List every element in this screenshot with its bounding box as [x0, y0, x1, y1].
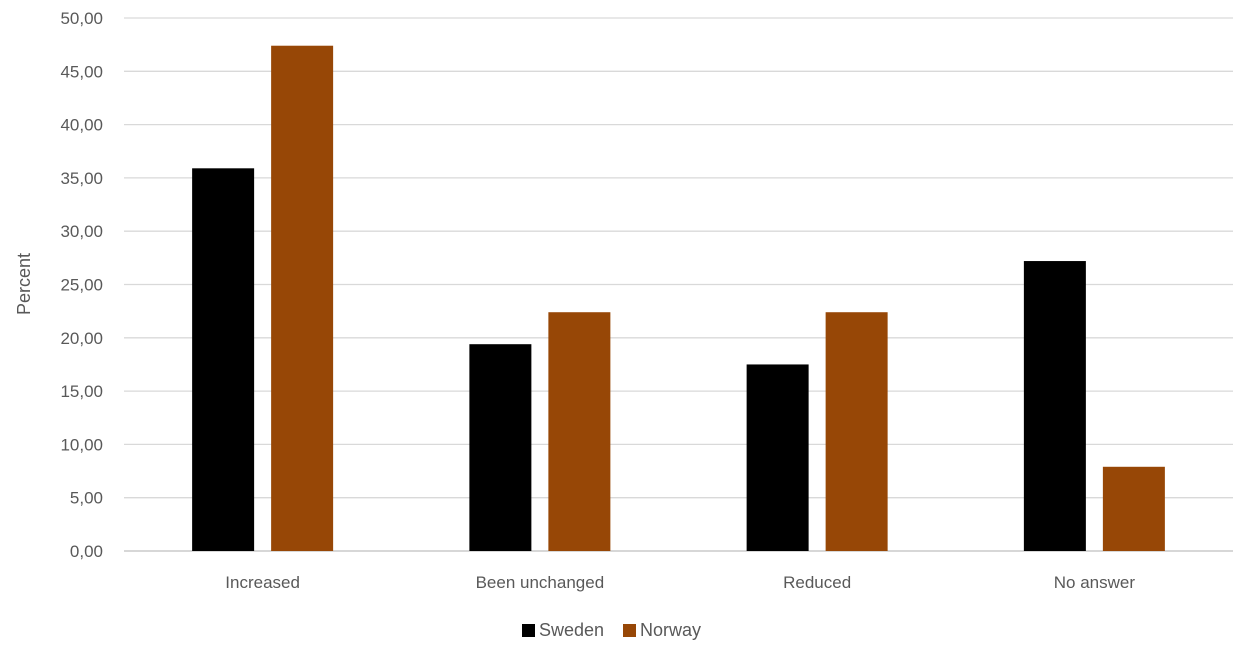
y-tick-label: 45,00	[60, 62, 103, 81]
legend: Sweden Norway	[522, 620, 701, 640]
y-tick-label: 30,00	[60, 222, 103, 241]
legend-swatch-sweden	[522, 624, 535, 637]
bar-sweden-increased	[192, 168, 255, 551]
bar-norway-reduced	[825, 312, 888, 551]
y-tick-label: 10,00	[60, 435, 103, 454]
x-tick-label: Been unchanged	[476, 573, 605, 592]
bar-norway-no-answer	[1102, 466, 1165, 551]
bar-norway-increased	[271, 45, 334, 551]
x-tick-label: No answer	[1054, 573, 1136, 592]
bar-sweden-been-unchanged	[469, 344, 532, 551]
y-tick-label: 20,00	[60, 329, 103, 348]
bar-sweden-no-answer	[1023, 261, 1086, 551]
y-tick-label: 5,00	[70, 489, 103, 508]
y-tick-label: 0,00	[70, 542, 103, 561]
legend-swatch-norway	[623, 624, 636, 637]
y-tick-label: 15,00	[60, 382, 103, 401]
y-axis-title: Percent	[14, 253, 34, 315]
y-tick-label: 35,00	[60, 169, 103, 188]
bars	[192, 45, 1165, 551]
legend-label-sweden: Sweden	[539, 620, 604, 640]
x-tick-label: Increased	[225, 573, 300, 592]
y-tick-label: 25,00	[60, 276, 103, 295]
y-tick-label: 40,00	[60, 116, 103, 135]
x-tick-labels: Increased Been unchanged Reduced No answer	[225, 573, 1135, 592]
bar-norway-been-unchanged	[548, 312, 611, 551]
y-tick-label: 50,00	[60, 9, 103, 28]
bar-sweden-reduced	[746, 364, 809, 551]
legend-label-norway: Norway	[640, 620, 701, 640]
y-tick-labels: 0,00 5,00 10,00 15,00 20,00 25,00 30,00 35,00 40…	[60, 9, 103, 561]
x-tick-label: Reduced	[783, 573, 851, 592]
